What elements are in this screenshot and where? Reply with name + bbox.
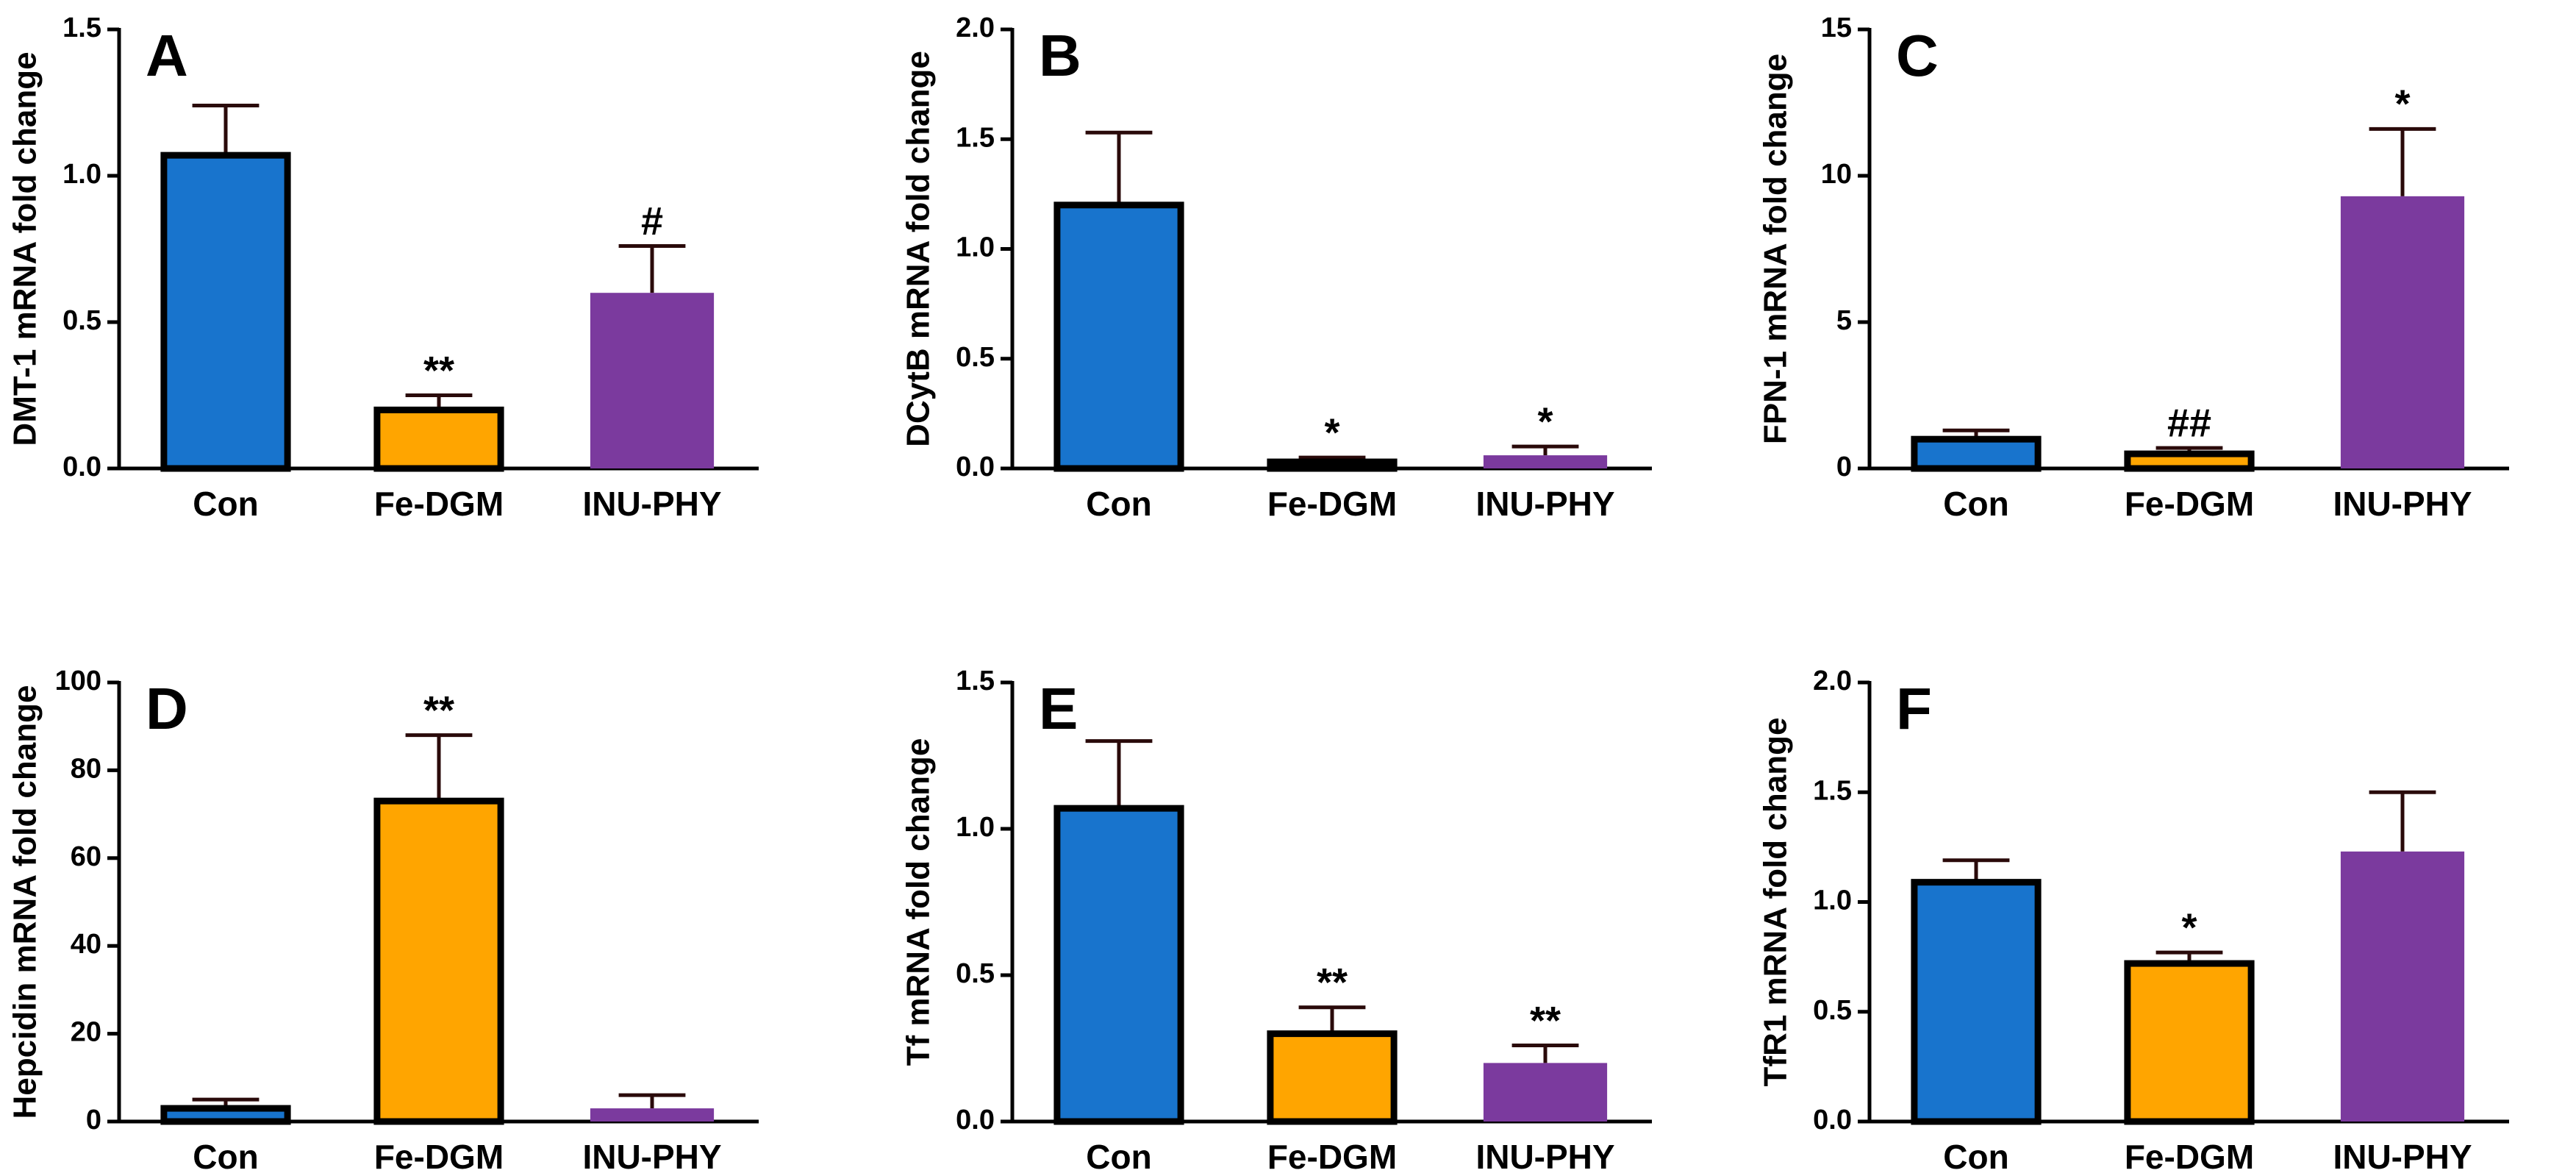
- bar: [2124, 450, 2255, 472]
- y-tick-label: 40: [71, 929, 101, 960]
- annotation: *: [2394, 82, 2410, 126]
- y-tick-label: 1.0: [62, 159, 101, 190]
- bar: [373, 797, 504, 1125]
- annotation: **: [1317, 960, 1348, 1005]
- bar: [2124, 960, 2255, 1125]
- panel-label: D: [146, 676, 188, 741]
- y-tick-label: 100: [55, 666, 101, 696]
- bar: [1483, 1063, 1608, 1122]
- panel-label: E: [1039, 676, 1078, 741]
- annotation: **: [423, 349, 454, 393]
- x-tick-label: Con: [1086, 1138, 1151, 1173]
- x-tick-label: Con: [1943, 1138, 2008, 1173]
- y-tick-label: 2.0: [1813, 666, 1852, 696]
- bar: [160, 1105, 291, 1125]
- x-tick-label: INU-PHY: [1475, 1138, 1614, 1173]
- x-tick-label: INU-PHY: [2333, 485, 2472, 523]
- y-tick-label: 0.0: [956, 1105, 995, 1135]
- x-tick-label: Fe-DGM: [1267, 1138, 1397, 1173]
- y-tick-label: 1.0: [956, 232, 995, 263]
- y-axis-label: DCytB mRNA fold change: [901, 51, 937, 447]
- y-tick-label: 0.5: [956, 958, 995, 989]
- x-tick-label: Con: [193, 485, 258, 523]
- annotation: **: [1530, 999, 1561, 1043]
- x-tick-label: Con: [1943, 485, 2008, 523]
- y-tick-label: 0.5: [956, 342, 995, 373]
- x-tick-label: Con: [193, 1138, 258, 1173]
- y-tick-label: 10: [1821, 159, 1852, 190]
- bar: [1911, 435, 2042, 472]
- y-tick-label: 0.5: [62, 305, 101, 336]
- bar: [2340, 851, 2465, 1122]
- annotation: *: [2181, 905, 2197, 949]
- y-axis-label: Hepcidin mRNA fold change: [7, 685, 43, 1119]
- panel-label: C: [1896, 23, 1939, 88]
- x-tick-label: INU-PHY: [1475, 485, 1614, 523]
- y-tick-label: 1.0: [1813, 885, 1852, 916]
- x-tick-label: Fe-DGM: [2125, 485, 2254, 523]
- y-tick-label: 2.0: [956, 13, 995, 43]
- y-tick-label: 1.5: [1813, 775, 1852, 806]
- y-axis-label: TfR1 mRNA fold change: [1758, 718, 1794, 1087]
- bar: [1267, 1030, 1398, 1125]
- x-tick-label: Fe-DGM: [2125, 1138, 2254, 1173]
- x-tick-label: Fe-DGM: [1267, 485, 1397, 523]
- bar: [1911, 879, 2042, 1125]
- y-tick-label: 1.5: [956, 122, 995, 153]
- y-tick-label: 20: [71, 1017, 101, 1048]
- y-tick-label: 1.5: [62, 13, 101, 43]
- y-tick-label: 80: [71, 753, 101, 784]
- y-tick-label: 0: [86, 1105, 101, 1135]
- y-tick-label: 15: [1821, 13, 1852, 43]
- bar: [160, 151, 291, 472]
- panel-label: F: [1896, 676, 1932, 741]
- x-tick-label: Fe-DGM: [374, 485, 504, 523]
- annotation: *: [1324, 410, 1339, 454]
- y-tick-label: 60: [71, 841, 101, 872]
- x-tick-label: INU-PHY: [582, 1138, 721, 1173]
- annotation: #: [641, 199, 663, 243]
- x-tick-label: Con: [1086, 485, 1151, 523]
- bar: [1267, 458, 1398, 472]
- y-tick-label: 5: [1836, 305, 1852, 336]
- y-tick-label: 0.0: [1813, 1105, 1852, 1135]
- y-tick-label: 0.0: [62, 452, 101, 482]
- y-tick-label: 0: [1836, 452, 1852, 482]
- bar: [1053, 805, 1184, 1125]
- y-tick-label: 1.5: [956, 666, 995, 696]
- y-axis-label: Tf mRNA fold change: [901, 738, 937, 1066]
- x-tick-label: INU-PHY: [2333, 1138, 2472, 1173]
- bar: [1053, 202, 1184, 472]
- x-tick-label: Fe-DGM: [374, 1138, 504, 1173]
- annotation: **: [423, 688, 454, 732]
- panel-label: B: [1039, 23, 1081, 88]
- y-axis-label: FPN-1 mRNA fold change: [1758, 54, 1794, 444]
- bar: [590, 1108, 715, 1122]
- annotation: ##: [2167, 401, 2211, 445]
- bar: [1483, 455, 1608, 468]
- panel-label: A: [146, 23, 188, 88]
- bar: [590, 293, 715, 468]
- annotation: *: [1537, 399, 1553, 443]
- y-tick-label: 1.0: [956, 812, 995, 843]
- y-tick-label: 0.5: [1813, 995, 1852, 1026]
- bar: [2340, 196, 2465, 468]
- y-tick-label: 0.0: [956, 452, 995, 482]
- bar: [373, 406, 504, 472]
- y-axis-label: DMT-1 mRNA fold change: [7, 51, 43, 446]
- x-tick-label: INU-PHY: [582, 485, 721, 523]
